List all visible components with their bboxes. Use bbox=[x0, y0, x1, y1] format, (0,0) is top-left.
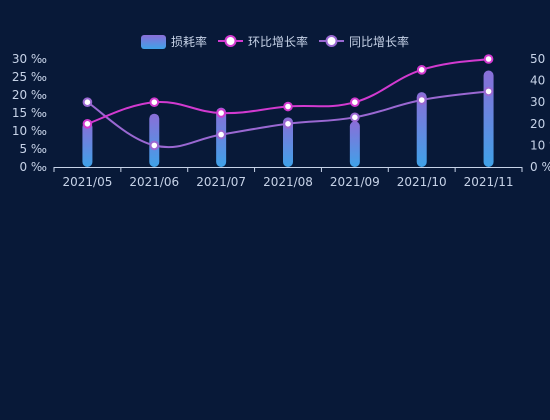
point-yoy-growth[interactable] bbox=[483, 86, 494, 97]
right-axis-tick-label: 0 % bbox=[530, 160, 550, 174]
legend-item-yoy-growth[interactable]: 同比增长率 bbox=[319, 34, 409, 49]
legend-swatch-mom-marker bbox=[224, 35, 237, 47]
legend-item-loss-rate[interactable]: 损耗率 bbox=[141, 34, 207, 49]
right-axis-tick-label: 40 bbox=[530, 74, 545, 88]
point-mom-growth[interactable] bbox=[82, 119, 93, 129]
legend-label-loss-rate: 损耗率 bbox=[171, 34, 207, 49]
x-axis-tick-label: 2021/08 bbox=[263, 175, 313, 189]
right-axis-tick-label: 10 % bbox=[530, 138, 550, 152]
bar-loss-rate[interactable] bbox=[416, 92, 427, 167]
left-axis-tick-label: 25 ‰ bbox=[12, 70, 47, 84]
left-axis-tick-label: 20 ‰ bbox=[12, 88, 47, 102]
x-axis-tick-label: 2021/11 bbox=[464, 175, 514, 189]
bar-loss-rate[interactable] bbox=[283, 117, 293, 167]
point-mom-growth[interactable] bbox=[416, 65, 427, 75]
bar-loss-rate[interactable] bbox=[349, 121, 360, 167]
legend-swatch-loss-rate bbox=[141, 35, 166, 49]
bar-loss-rate[interactable] bbox=[483, 70, 494, 167]
point-mom-growth[interactable] bbox=[483, 54, 494, 64]
x-axis-tick-label: 2021/07 bbox=[196, 175, 246, 189]
legend-label-mom-growth: 环比增长率 bbox=[248, 34, 308, 49]
line-mom-growth bbox=[87, 58, 489, 125]
bar-series-loss-rate bbox=[82, 70, 494, 167]
point-yoy-growth[interactable] bbox=[82, 97, 93, 107]
point-yoy-growth[interactable] bbox=[216, 129, 226, 140]
x-axis: 2021/05 2021/06 2021/07 2021/08 2021/09 2021/… bbox=[53, 167, 523, 189]
left-axis-tick-label: 0 ‰ bbox=[19, 160, 47, 174]
point-yoy-growth[interactable] bbox=[416, 95, 427, 105]
legend-item-mom-growth[interactable]: 环比增长率 bbox=[218, 34, 308, 49]
bar-loss-rate[interactable] bbox=[82, 122, 93, 167]
left-axis-tick-label: 15 ‰ bbox=[12, 106, 47, 120]
x-axis-tick-label: 2021/05 bbox=[62, 175, 112, 189]
legend[interactable]: 损耗率 环比增长率 同比增长率 bbox=[141, 34, 409, 49]
legend-label-yoy-growth: 同比增长率 bbox=[349, 34, 409, 49]
point-mom-growth[interactable] bbox=[216, 108, 226, 118]
left-axis: 0 ‰ 5 ‰ 10 ‰ 15 ‰ 20 ‰ 25 ‰ 30 ‰ bbox=[12, 52, 47, 174]
point-yoy-growth[interactable] bbox=[149, 140, 160, 151]
point-yoy-growth[interactable] bbox=[350, 112, 360, 123]
line-markers bbox=[82, 54, 494, 151]
left-axis-tick-label: 5 ‰ bbox=[19, 142, 47, 156]
point-mom-growth[interactable] bbox=[149, 97, 160, 107]
bar-loss-rate[interactable] bbox=[149, 113, 160, 167]
x-axis-tick-label: 2021/06 bbox=[129, 175, 179, 189]
left-axis-tick-label: 30 ‰ bbox=[12, 52, 47, 66]
x-axis-tick-label: 2021/10 bbox=[397, 175, 447, 189]
left-axis-tick-label: 10 ‰ bbox=[12, 124, 47, 138]
legend-swatch-yoy-marker bbox=[325, 35, 338, 47]
point-mom-growth[interactable] bbox=[350, 97, 360, 107]
right-axis-tick-label: 30 bbox=[530, 95, 545, 109]
x-axis-tick-label: 2021/09 bbox=[330, 175, 380, 189]
right-axis-tick-label: 20 bbox=[530, 117, 545, 131]
right-axis: 0 % 10 % 20 30 40 50 bbox=[530, 52, 550, 174]
point-mom-growth[interactable] bbox=[283, 101, 293, 112]
point-yoy-growth[interactable] bbox=[283, 119, 293, 129]
right-axis-tick-label: 50 bbox=[530, 52, 545, 66]
